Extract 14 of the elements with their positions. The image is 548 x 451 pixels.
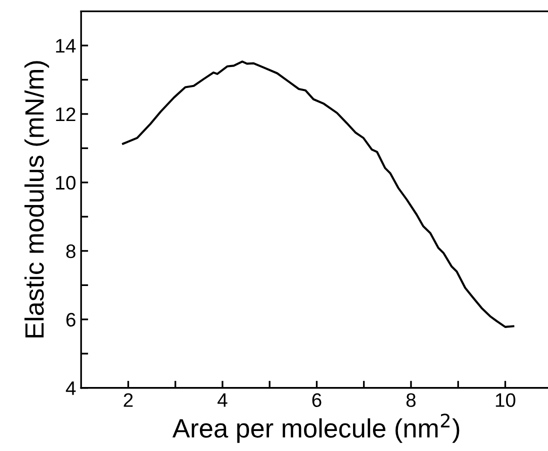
x-tick-label: 6 [312, 393, 322, 408]
y-tick-label: 14 [56, 39, 76, 53]
x-tick-label: 10 [496, 393, 516, 408]
y-axis-title: Elastic modulus (mN/m) [24, 61, 50, 338]
x-tick-label: 8 [406, 393, 416, 408]
y-tick-label: 12 [56, 107, 76, 122]
y-tick-label: 8 [66, 244, 76, 258]
y-tick-label: 4 [66, 382, 76, 395]
x-axis-title: Area per molecule (nm$^{2}$) [172, 414, 460, 443]
x-tick-label: 4 [218, 393, 228, 407]
y-tick-label: 10 [56, 176, 76, 190]
line-series [122, 60, 514, 328]
y-tick-label: 6 [66, 312, 76, 327]
x-tick-label: 2 [124, 393, 133, 407]
